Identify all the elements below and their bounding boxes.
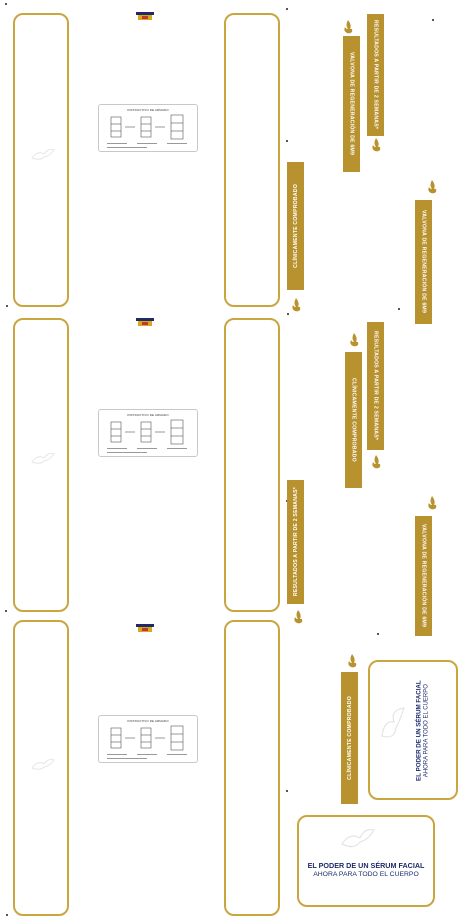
panel-frame-right-3 [224,620,280,916]
claim-text-horizontal: EL PODER DE UN SÉRUM FACIAL AHORA PARA T… [302,861,430,880]
registration-mark [286,790,288,792]
dove-watermark-icon [381,707,405,738]
flame-icon [350,333,359,347]
registration-mark [398,308,400,310]
registration-mark [5,610,7,612]
flame-icon [348,654,357,668]
brand-logo-icon [136,318,154,326]
flame-icon [428,496,437,510]
claim-panel-horizontal [297,815,435,907]
registration-mark [6,305,8,307]
registration-mark [432,19,434,21]
banner-clinicamente: CLÍNICAMENTE COMPROBADO [345,352,362,488]
banner-clinicamente: CLÍNICAMENTE COMPROBADO [287,162,304,290]
assembly-instructions-card: INSTRUCTIVO DE ARMADO [98,409,198,457]
panel-frame-right-1 [224,13,280,307]
flame-icon [372,455,381,469]
claim-text-vertical: EL PODER DE UN SÉRUM FACIAL AHORA PARA T… [408,676,438,786]
registration-mark [377,633,379,635]
banner-resultados: RESULTADOS A PARTIR DE 2 SEMANAS* [287,480,304,604]
panel-frame-left-3 [13,620,69,916]
claim-panel-vertical [368,660,458,800]
flame-icon [344,20,353,34]
flame-icon [294,610,303,624]
brand-logo-icon [136,624,154,632]
flame-icon [292,298,301,312]
registration-mark [5,3,7,5]
dove-watermark-icon [31,759,55,770]
panel-frame-right-2 [224,318,280,612]
banner-valvona: VALVONA DE REGENERACIÓN DE 6M9 [415,200,432,324]
flame-icon [372,138,381,152]
banner-valvona: VALVONA DE REGENERACIÓN DE 6M9 [415,516,432,636]
banner-valvona: VALVONA DE REGENERACIÓN DE 6M9 [343,36,360,172]
claim-line-2: AHORA PARA TODO EL CUERPO [313,871,419,879]
dove-watermark-icon [31,149,55,160]
registration-mark [286,140,288,142]
panel-frame-left-2 [13,318,69,612]
banner-clinicamente: CLÍNICAMENTE COMPROBADO [341,672,358,804]
banner-resultados: RESULTADOS A PARTIR DE 2 SEMANAS* [367,14,384,136]
assembly-instructions-card: INSTRUCTIVO DE ARMADO [98,715,198,763]
panel-frame-left-1 [13,13,69,307]
assembly-instructions-card: INSTRUCTIVO DE ARMADO [98,104,198,152]
banner-resultados: RESULTADOS A PARTIR DE 2 SEMANAS* [367,322,384,450]
claim-line-1: EL PODER DE UN SÉRUM FACIAL [415,680,423,782]
registration-mark [286,8,288,10]
dove-watermark-icon [341,829,375,848]
instructions-title: INSTRUCTIVO DE ARMADO [127,719,169,723]
brand-logo-icon [136,12,154,20]
flame-icon [428,180,437,194]
registration-mark [6,914,8,916]
claim-line-1: EL PODER DE UN SÉRUM FACIAL [307,861,425,870]
dove-watermark-icon [31,453,55,464]
registration-mark [287,313,289,315]
claim-line-2: AHORA PARA TODO EL CUERPO [423,684,430,778]
instructions-title: INSTRUCTIVO DE ARMADO [127,413,169,417]
instructions-title: INSTRUCTIVO DE ARMADO [127,108,169,112]
